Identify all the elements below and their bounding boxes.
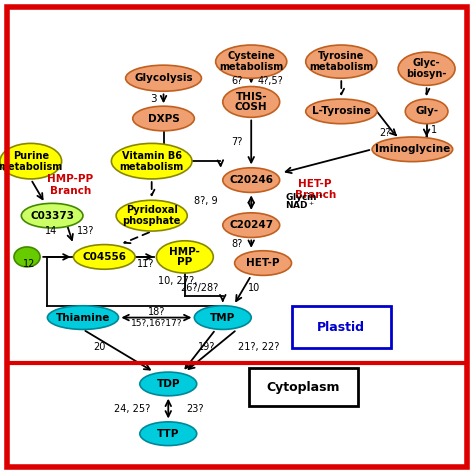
Text: Glyc-
biosyn-: Glyc- biosyn- bbox=[406, 58, 447, 79]
Ellipse shape bbox=[140, 422, 197, 446]
Text: 20: 20 bbox=[93, 342, 106, 353]
Ellipse shape bbox=[306, 99, 377, 124]
Ellipse shape bbox=[21, 203, 83, 228]
Ellipse shape bbox=[372, 137, 453, 162]
Text: 8?, 9: 8?, 9 bbox=[194, 196, 218, 207]
Text: 19?: 19? bbox=[198, 342, 215, 353]
Text: Cysteine
metabolism: Cysteine metabolism bbox=[219, 51, 283, 72]
Ellipse shape bbox=[140, 372, 197, 396]
FancyBboxPatch shape bbox=[249, 368, 358, 406]
Text: 7?: 7? bbox=[231, 137, 243, 147]
Text: 1: 1 bbox=[431, 125, 438, 136]
Text: 21?, 22?: 21?, 22? bbox=[237, 342, 279, 353]
Ellipse shape bbox=[235, 251, 292, 275]
FancyBboxPatch shape bbox=[292, 306, 391, 348]
Text: 11?: 11? bbox=[137, 259, 155, 269]
Text: HET-P: HET-P bbox=[246, 258, 280, 268]
Text: HET-P
Branch: HET-P Branch bbox=[294, 179, 336, 201]
Text: C03373: C03373 bbox=[30, 210, 74, 221]
Text: TDP: TDP bbox=[156, 379, 180, 389]
Text: Tyrosine
metabolism: Tyrosine metabolism bbox=[309, 51, 374, 72]
Text: 2?: 2? bbox=[379, 128, 391, 138]
Text: 10, 27?,: 10, 27?, bbox=[158, 275, 197, 286]
Text: Iminoglycine: Iminoglycine bbox=[375, 144, 450, 155]
Ellipse shape bbox=[133, 106, 194, 131]
Text: 10: 10 bbox=[248, 283, 261, 293]
Text: C20247: C20247 bbox=[229, 220, 273, 230]
Text: HMP-
PP: HMP- PP bbox=[169, 246, 201, 267]
Text: 23?: 23? bbox=[186, 403, 203, 414]
Ellipse shape bbox=[156, 241, 213, 273]
Ellipse shape bbox=[73, 245, 135, 269]
Text: Cytoplasm: Cytoplasm bbox=[266, 381, 340, 394]
Text: Glycolysis: Glycolysis bbox=[134, 73, 193, 83]
Ellipse shape bbox=[398, 52, 455, 85]
Ellipse shape bbox=[223, 168, 280, 192]
Text: L-Tyrosine: L-Tyrosine bbox=[312, 106, 371, 117]
Text: 4?,5?: 4?,5? bbox=[257, 75, 283, 86]
Ellipse shape bbox=[405, 99, 448, 124]
Text: 6?: 6? bbox=[231, 75, 243, 86]
Text: Plastid: Plastid bbox=[317, 320, 365, 334]
Text: Gly-: Gly- bbox=[415, 106, 438, 117]
Text: Glycin$^+$: Glycin$^+$ bbox=[285, 191, 324, 205]
Text: 26?/28?: 26?/28? bbox=[180, 283, 218, 293]
Ellipse shape bbox=[47, 306, 118, 329]
Ellipse shape bbox=[223, 213, 280, 237]
Text: 13?: 13? bbox=[77, 226, 94, 237]
Ellipse shape bbox=[111, 143, 192, 179]
Text: 14: 14 bbox=[45, 226, 57, 237]
Text: 12: 12 bbox=[23, 259, 36, 269]
Text: Purine
metabolism: Purine metabolism bbox=[0, 151, 63, 172]
Text: Thiamine: Thiamine bbox=[56, 312, 110, 323]
Ellipse shape bbox=[194, 306, 251, 329]
Text: 15?,16?17?: 15?,16?17? bbox=[131, 319, 182, 328]
Text: THIS-
COSH: THIS- COSH bbox=[235, 91, 267, 112]
Text: 3: 3 bbox=[150, 93, 156, 104]
Ellipse shape bbox=[223, 87, 280, 117]
Ellipse shape bbox=[126, 65, 201, 91]
Ellipse shape bbox=[216, 45, 287, 78]
Text: Vitamin B6
metabolism: Vitamin B6 metabolism bbox=[119, 151, 184, 172]
Ellipse shape bbox=[116, 200, 187, 231]
Ellipse shape bbox=[306, 45, 377, 78]
Ellipse shape bbox=[0, 143, 62, 179]
Text: 24, 25?: 24, 25? bbox=[115, 403, 151, 414]
Text: TTP: TTP bbox=[157, 428, 180, 439]
Text: 18?: 18? bbox=[148, 307, 165, 317]
Text: NAD$^+$: NAD$^+$ bbox=[285, 199, 315, 210]
Text: C04556: C04556 bbox=[82, 252, 126, 262]
Text: TMP: TMP bbox=[210, 312, 236, 323]
Text: 8?: 8? bbox=[231, 239, 243, 249]
Text: DXPS: DXPS bbox=[148, 113, 179, 124]
Text: Pyridoxal
phosphate: Pyridoxal phosphate bbox=[122, 205, 181, 226]
Ellipse shape bbox=[14, 247, 40, 267]
Text: HMP-PP
Branch: HMP-PP Branch bbox=[47, 174, 93, 196]
Text: C20246: C20246 bbox=[229, 175, 273, 185]
